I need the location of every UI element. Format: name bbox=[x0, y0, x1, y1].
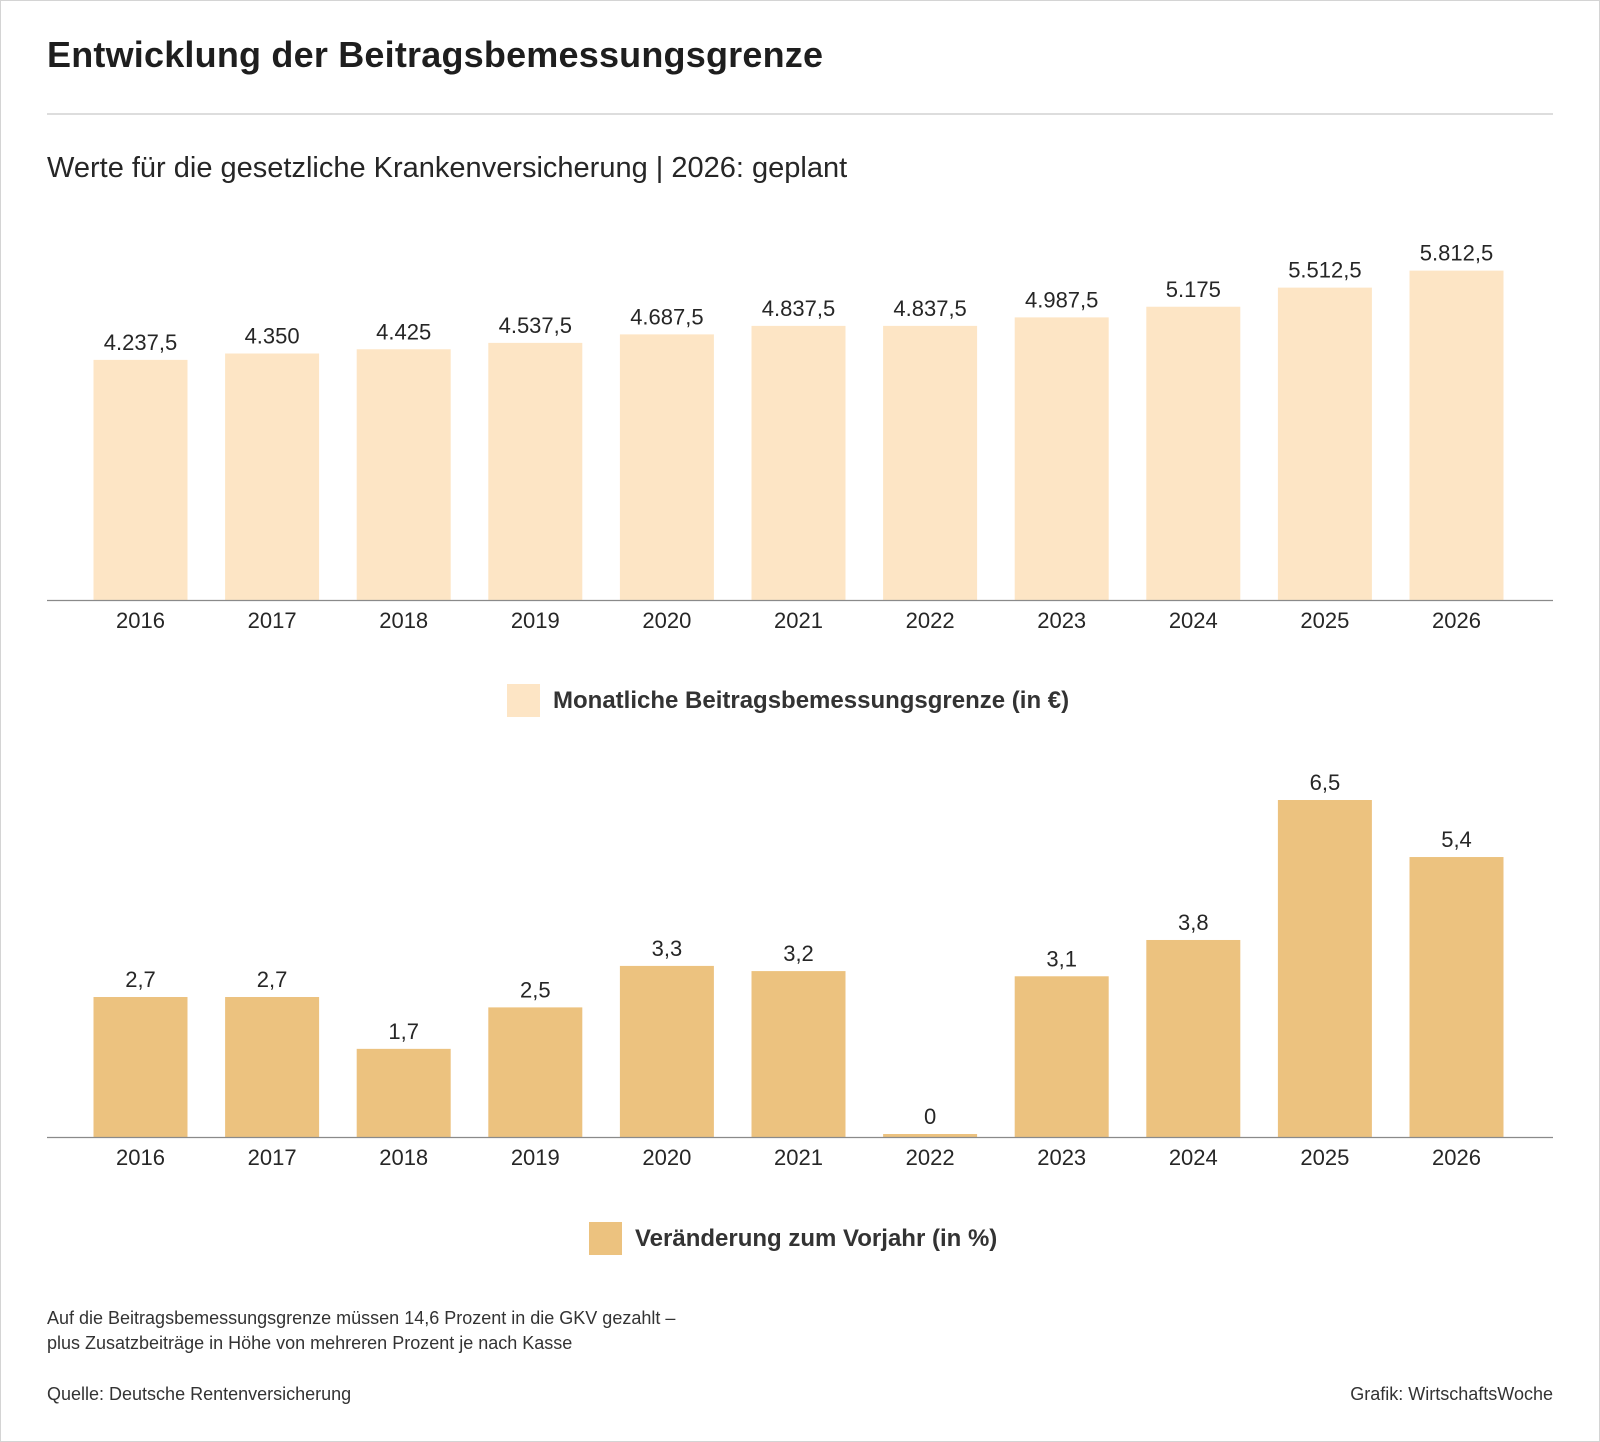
bottom-data-label-2021: 3,2 bbox=[783, 941, 814, 966]
top-tick-label-2025: 2025 bbox=[1300, 608, 1349, 633]
bottom-tick-label-2018: 2018 bbox=[379, 1145, 428, 1170]
top-tick-label-2026: 2026 bbox=[1432, 608, 1481, 633]
bottom-bar-chart: 2,7 2016 2,7 2017 1,7 2018 2,5 2019 3,3 2020 3,2 20… bbox=[47, 770, 1553, 1170]
bottom-tick-label-2022: 2022 bbox=[906, 1145, 955, 1170]
bottom-tick-label-2026: 2026 bbox=[1432, 1145, 1481, 1170]
top-data-label-2025: 5.512,5 bbox=[1288, 258, 1361, 283]
top-tick-label-2019: 2019 bbox=[511, 608, 560, 633]
top-tick-label-2022: 2022 bbox=[906, 608, 955, 633]
bottom-data-label-2019: 2,5 bbox=[520, 977, 551, 1002]
top-data-label-2023: 4.987,5 bbox=[1025, 287, 1098, 312]
bottom-data-label-2016: 2,7 bbox=[125, 967, 156, 992]
bottom-bar-2022 bbox=[883, 1134, 978, 1137]
bottom-bar-2026 bbox=[1409, 857, 1504, 1137]
top-tick-label-2024: 2024 bbox=[1169, 608, 1218, 633]
top-tick-label-2016: 2016 bbox=[116, 608, 165, 633]
top-tick-label-2023: 2023 bbox=[1037, 608, 1086, 633]
bottom-bar-2025 bbox=[1277, 800, 1372, 1137]
top-data-label-2022: 4.837,5 bbox=[893, 296, 966, 321]
bottom-data-label-2023: 3,1 bbox=[1046, 946, 1077, 971]
top-tick-label-2020: 2020 bbox=[642, 608, 691, 633]
bottom-tick-label-2019: 2019 bbox=[511, 1145, 560, 1170]
legend-label-bottom: Veränderung zum Vorjahr (in %) bbox=[635, 1224, 998, 1252]
bottom-bar-2016 bbox=[93, 997, 188, 1137]
top-data-label-2016: 4.237,5 bbox=[104, 330, 177, 355]
bottom-tick-label-2023: 2023 bbox=[1037, 1145, 1086, 1170]
top-bar-2019 bbox=[488, 342, 583, 600]
bottom-tick-label-2016: 2016 bbox=[116, 1145, 165, 1170]
footnote-line-1: Auf die Beitragsbemessungsgrenze müssen … bbox=[47, 1308, 676, 1328]
legend-label-top: Monatliche Beitragsbemessungsgrenze (in … bbox=[553, 686, 1070, 714]
bottom-bar-2019 bbox=[488, 1007, 583, 1137]
top-bar-2020 bbox=[619, 334, 714, 600]
footnote-line-2: plus Zusatzbeiträge in Höhe von mehreren… bbox=[47, 1333, 573, 1353]
top-bar-2022 bbox=[883, 325, 978, 600]
legend-swatch-top bbox=[507, 684, 540, 717]
bottom-data-label-2017: 2,7 bbox=[257, 967, 288, 992]
bottom-data-label-2026: 5,4 bbox=[1441, 827, 1472, 852]
top-bar-2025 bbox=[1277, 287, 1372, 600]
top-data-label-2018: 4.425 bbox=[376, 319, 431, 344]
chart-title: Entwicklung der Beitragsbemessungsgrenze bbox=[47, 34, 824, 75]
legend-bottom: Veränderung zum Vorjahr (in %) bbox=[589, 1222, 997, 1255]
bottom-data-label-2018: 1,7 bbox=[388, 1019, 419, 1044]
chart-subtitle: Werte für die gesetzliche Krankenversich… bbox=[47, 152, 848, 184]
bottom-bar-2021 bbox=[751, 971, 846, 1137]
top-tick-label-2017: 2017 bbox=[248, 608, 297, 633]
source-note: Quelle: Deutsche Rentenversicherung bbox=[47, 1384, 352, 1404]
top-bar-2021 bbox=[751, 325, 846, 600]
top-bar-2016 bbox=[93, 359, 188, 600]
bottom-bar-2020 bbox=[619, 965, 714, 1137]
top-tick-label-2021: 2021 bbox=[774, 608, 823, 633]
top-bar-2023 bbox=[1014, 317, 1109, 600]
bottom-tick-label-2025: 2025 bbox=[1300, 1145, 1349, 1170]
bottom-bar-2017 bbox=[225, 997, 320, 1137]
top-bar-chart: 4.237,5 2016 4.350 2017 4.425 2018 4.537,5 2019… bbox=[47, 241, 1553, 633]
top-bar-2024 bbox=[1146, 306, 1241, 600]
top-bar-2017 bbox=[225, 353, 320, 600]
bottom-data-label-2020: 3,3 bbox=[652, 936, 683, 961]
bottom-bar-2023 bbox=[1014, 976, 1109, 1137]
bottom-bar-2024 bbox=[1146, 939, 1241, 1137]
bottom-bar-2018 bbox=[356, 1048, 451, 1137]
bottom-tick-label-2017: 2017 bbox=[248, 1145, 297, 1170]
bottom-data-label-2022: 0 bbox=[924, 1104, 936, 1129]
bottom-data-label-2024: 3,8 bbox=[1178, 910, 1209, 935]
top-data-label-2024: 5.175 bbox=[1166, 277, 1221, 302]
top-data-label-2020: 4.687,5 bbox=[630, 304, 703, 329]
legend-top: Monatliche Beitragsbemessungsgrenze (in … bbox=[507, 684, 1069, 717]
top-bar-2018 bbox=[356, 349, 451, 600]
top-data-label-2026: 5.812,5 bbox=[1420, 241, 1493, 266]
top-tick-label-2018: 2018 bbox=[379, 608, 428, 633]
top-data-label-2021: 4.837,5 bbox=[762, 296, 835, 321]
bottom-data-label-2025: 6,5 bbox=[1310, 770, 1341, 795]
top-data-label-2019: 4.537,5 bbox=[499, 313, 572, 338]
bottom-tick-label-2020: 2020 bbox=[642, 1145, 691, 1170]
graphic-credit: Grafik: WirtschaftsWoche bbox=[1350, 1384, 1553, 1404]
top-data-label-2017: 4.350 bbox=[245, 324, 300, 349]
title-divider bbox=[47, 113, 1553, 115]
legend-swatch-bottom bbox=[589, 1222, 622, 1255]
bottom-tick-label-2021: 2021 bbox=[774, 1145, 823, 1170]
top-bar-2026 bbox=[1409, 270, 1504, 600]
bottom-tick-label-2024: 2024 bbox=[1169, 1145, 1218, 1170]
